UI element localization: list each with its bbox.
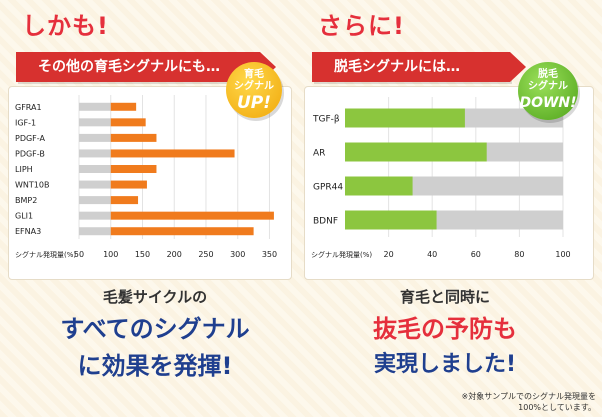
- value-bar: [345, 176, 413, 196]
- category-label: PDGF-B: [15, 149, 45, 158]
- left-msg-line1: 毛髪サイクルの: [102, 288, 208, 306]
- baseline-bar: [79, 180, 111, 189]
- category-label: BMP2: [15, 196, 37, 205]
- right-msg-line1: 育毛と同時に: [399, 288, 490, 306]
- baseline-bar: [79, 133, 111, 142]
- right-badge: 脱毛 シグナル DOWN!: [518, 62, 578, 120]
- value-bar: [110, 149, 235, 158]
- baseline-bar: [79, 118, 111, 127]
- category-label: GPR44: [313, 183, 343, 193]
- x-tick-label: 350: [262, 250, 277, 259]
- right-msg-line3: 実現しました!: [373, 352, 517, 377]
- baseline-bar: [79, 102, 111, 111]
- value-bar: [110, 133, 157, 142]
- category-label: AR: [313, 149, 325, 159]
- left-heading: しかも!: [22, 12, 109, 40]
- left-badge-mid: シグナル: [234, 81, 274, 92]
- right-chart-panel: 20 40 60 80 100 シグナル発現量(%) TGF-β AR GPR44 BDNF: [304, 86, 594, 280]
- x-tick-label: 250: [198, 250, 213, 259]
- right-badge-big: DOWN!: [519, 95, 577, 111]
- category-label: GFRA1: [15, 103, 42, 112]
- right-msg-line2: 抜毛の予防も: [373, 315, 517, 343]
- footnote-line1: ※対象サンプルでのシグナル発現量を: [461, 392, 596, 401]
- left-ribbon: その他の育毛シグナルにも…: [16, 52, 276, 82]
- left-message: 毛髪サイクルの すべてのシグナル に効果を発揮!: [40, 286, 270, 381]
- value-bar: [345, 210, 437, 230]
- x-tick-label: 20: [384, 250, 394, 259]
- footnote-line2: 100%としています。: [518, 403, 596, 412]
- category-label: LIPH: [15, 165, 33, 174]
- left-msg-line3: に効果を発揮!: [77, 352, 233, 380]
- x-tick-label: 150: [135, 250, 150, 259]
- x-tick-label: 40: [427, 250, 437, 259]
- value-bar: [110, 118, 146, 127]
- x-tick-label: 50: [74, 250, 84, 259]
- left-bar-chart: 50 100 150 200 250 300 350 シグナル発現量(%) GFRA1 IGF-1…: [15, 95, 277, 259]
- left-chart-panel: 50 100 150 200 250 300 350 シグナル発現量(%) GFRA1 IGF-1…: [8, 86, 292, 280]
- footnote: ※対象サンプルでのシグナル発現量を 100%としています。: [420, 391, 596, 413]
- value-bar: [110, 165, 157, 173]
- x-tick-label: 200: [167, 250, 182, 259]
- left-badge-top: 育毛: [244, 69, 264, 80]
- x-tick-label: 100: [555, 250, 570, 259]
- baseline-bar: [79, 227, 111, 236]
- x-tick-label: 60: [471, 250, 481, 259]
- value-bar: [110, 196, 139, 205]
- right-bar-chart: 20 40 60 80 100 シグナル発現量(%) TGF-β AR GPR44 BDNF: [311, 97, 571, 259]
- right-badge-mid: シグナル: [528, 81, 568, 92]
- left-msg-line2: すべてのシグナル: [60, 315, 250, 343]
- value-bar: [110, 102, 137, 111]
- x-tick-label: 100: [103, 250, 118, 259]
- right-badge-top: 脱毛: [538, 69, 558, 80]
- value-bar: [110, 227, 254, 236]
- baseline-bar: [79, 196, 111, 205]
- baseline-bar: [79, 165, 111, 173]
- x-tick-label: 80: [514, 250, 524, 259]
- value-bar: [345, 108, 465, 128]
- right-heading: さらに!: [318, 12, 405, 40]
- left-badge: 育毛 シグナル UP!: [226, 62, 282, 118]
- category-label: WNT10B: [15, 181, 49, 190]
- baseline-bar: [79, 211, 111, 220]
- x-axis-label: シグナル発現量(%): [15, 250, 76, 259]
- category-label: IGF-1: [15, 118, 36, 127]
- baseline-bar: [79, 149, 111, 158]
- category-label: BDNF: [313, 217, 338, 227]
- value-bar: [110, 180, 147, 189]
- right-ribbon: 脱毛シグナルには…: [312, 52, 526, 82]
- value-bar: [110, 211, 274, 220]
- category-label: EFNA3: [15, 227, 41, 236]
- category-label: PDGF-A: [15, 134, 45, 143]
- value-bar: [345, 142, 487, 162]
- x-tick-label: 300: [230, 250, 245, 259]
- left-badge-big: UP!: [236, 93, 272, 113]
- right-message: 育毛と同時に 抜毛の予防も 実現しました!: [340, 286, 550, 378]
- category-label: GLI1: [15, 212, 33, 221]
- x-axis-label: シグナル発現量(%): [311, 250, 372, 259]
- category-label: TGF-β: [312, 115, 340, 125]
